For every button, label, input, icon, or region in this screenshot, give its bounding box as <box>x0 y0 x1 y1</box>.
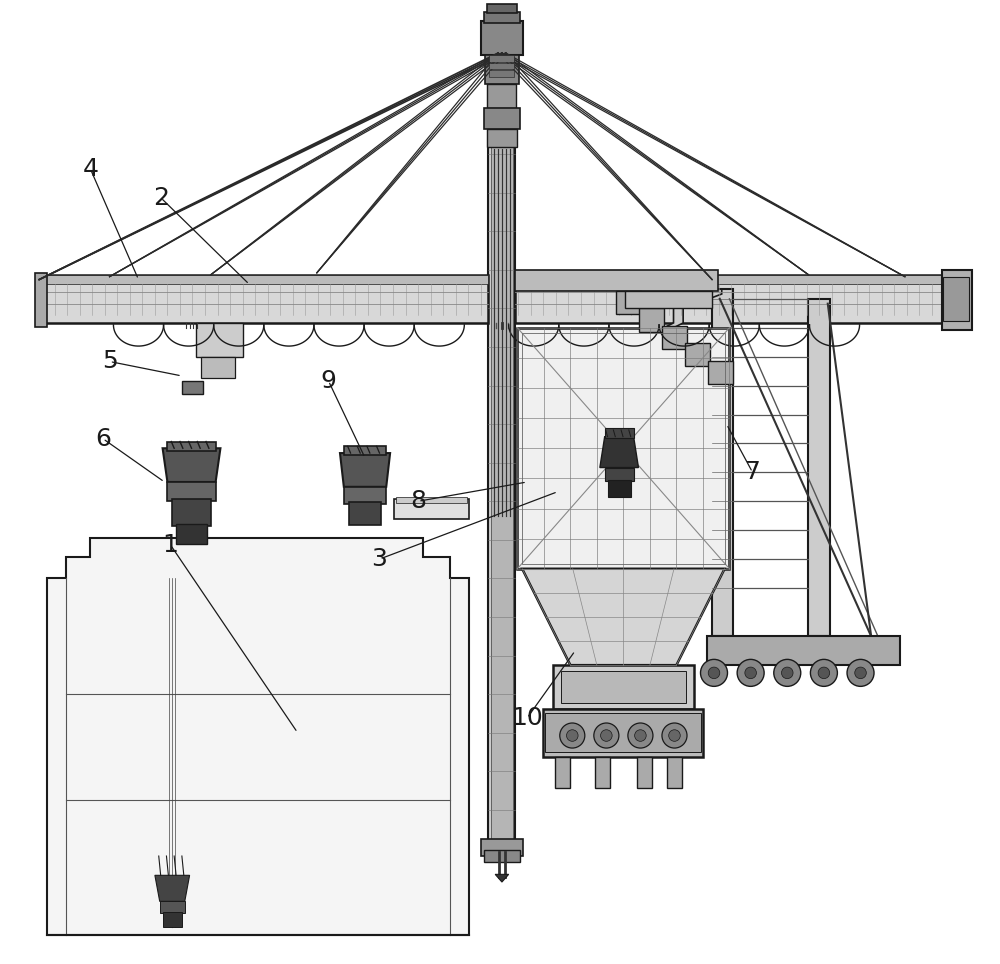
Bar <box>639 308 664 332</box>
Bar <box>485 55 519 84</box>
Circle shape <box>781 667 793 679</box>
Bar <box>942 270 972 330</box>
Bar <box>39 275 488 284</box>
Circle shape <box>855 667 866 679</box>
Text: 9: 9 <box>320 369 336 392</box>
Bar <box>667 757 682 788</box>
Bar <box>517 328 729 569</box>
Text: 4: 4 <box>82 157 98 180</box>
Polygon shape <box>495 874 509 882</box>
Text: 6: 6 <box>95 427 111 450</box>
Bar <box>201 357 235 378</box>
Bar <box>35 273 47 327</box>
Bar <box>605 468 634 481</box>
Bar <box>515 275 945 284</box>
Bar <box>167 482 216 501</box>
Bar <box>943 277 969 321</box>
Bar <box>396 497 467 503</box>
Bar <box>182 381 203 394</box>
Bar <box>160 901 185 913</box>
Bar <box>39 275 488 323</box>
Bar <box>349 502 381 525</box>
Circle shape <box>810 659 837 686</box>
Bar <box>685 343 710 366</box>
Polygon shape <box>47 538 469 935</box>
Bar <box>176 524 207 544</box>
Bar <box>489 63 514 69</box>
Bar <box>555 757 570 788</box>
Circle shape <box>567 730 578 741</box>
Text: 1: 1 <box>162 533 178 556</box>
Bar <box>712 289 733 636</box>
Bar <box>515 275 945 323</box>
Circle shape <box>737 659 764 686</box>
Circle shape <box>847 659 874 686</box>
Circle shape <box>594 723 619 748</box>
Bar <box>484 850 520 862</box>
Bar <box>488 24 515 853</box>
Circle shape <box>818 667 830 679</box>
Circle shape <box>628 723 653 748</box>
Bar <box>481 839 523 856</box>
Bar <box>561 671 686 703</box>
Bar <box>491 24 513 853</box>
Circle shape <box>745 667 756 679</box>
Circle shape <box>635 730 646 741</box>
Bar <box>487 129 517 147</box>
Bar <box>344 446 386 455</box>
Bar <box>172 499 211 526</box>
Circle shape <box>662 723 687 748</box>
Bar <box>808 299 830 636</box>
Circle shape <box>774 659 801 686</box>
Bar <box>707 636 900 665</box>
Text: 5: 5 <box>102 350 117 373</box>
Bar <box>595 757 610 788</box>
Polygon shape <box>340 453 390 487</box>
Bar <box>484 12 520 23</box>
Circle shape <box>701 659 728 686</box>
Bar <box>394 499 469 519</box>
Bar <box>489 70 514 77</box>
Bar <box>543 709 703 757</box>
Bar <box>196 323 243 357</box>
Bar <box>616 291 641 314</box>
Circle shape <box>560 723 585 748</box>
Text: 2: 2 <box>153 186 169 209</box>
Text: 8: 8 <box>410 490 426 513</box>
Bar <box>167 442 216 451</box>
Bar <box>625 291 712 308</box>
Circle shape <box>669 730 680 741</box>
Circle shape <box>708 667 720 679</box>
Bar <box>545 713 701 752</box>
Bar <box>608 480 631 497</box>
Bar <box>522 333 725 564</box>
Bar <box>605 428 634 438</box>
Bar <box>484 108 520 129</box>
Bar <box>487 4 517 13</box>
Polygon shape <box>155 875 190 901</box>
Circle shape <box>601 730 612 741</box>
Bar <box>481 21 523 55</box>
Bar <box>487 84 516 108</box>
Text: 10: 10 <box>511 707 543 730</box>
Text: 7: 7 <box>745 461 761 484</box>
Bar <box>163 912 182 927</box>
Polygon shape <box>163 448 220 482</box>
Polygon shape <box>620 289 722 636</box>
Polygon shape <box>522 569 725 665</box>
Bar <box>708 361 733 384</box>
Bar <box>344 487 386 504</box>
Bar <box>553 665 694 709</box>
Polygon shape <box>600 437 638 468</box>
Bar <box>489 55 514 62</box>
Text: 3: 3 <box>372 548 387 571</box>
Bar <box>515 270 718 291</box>
Bar <box>637 757 652 788</box>
Bar <box>662 326 687 349</box>
